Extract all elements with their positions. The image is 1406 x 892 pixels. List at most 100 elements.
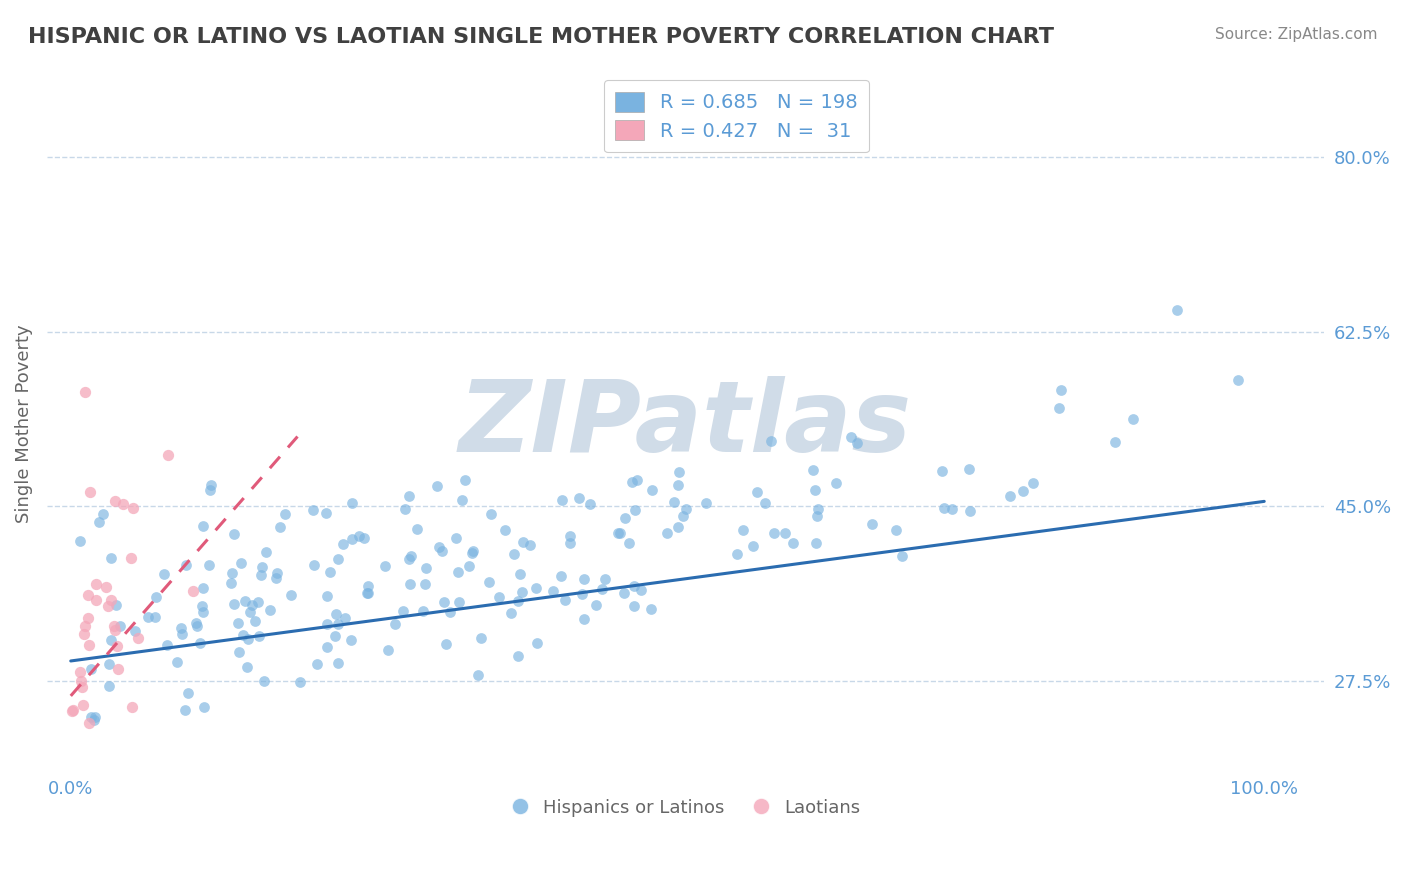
Point <box>931 464 953 478</box>
Point <box>510 585 533 599</box>
Point <box>806 509 828 524</box>
Point <box>890 549 912 564</box>
Point <box>941 501 963 516</box>
Point <box>93 507 115 521</box>
Point <box>103 493 125 508</box>
Point <box>585 598 607 612</box>
Point <box>508 648 530 663</box>
Point <box>572 612 595 626</box>
Point <box>398 489 420 503</box>
Point <box>574 572 596 586</box>
Point <box>668 465 690 479</box>
Point <box>725 547 748 561</box>
Point <box>399 549 422 563</box>
Point <box>451 493 474 508</box>
Point <box>259 602 281 616</box>
Point <box>323 630 346 644</box>
Point <box>304 558 326 573</box>
Point <box>427 540 450 554</box>
Point <box>97 599 120 614</box>
Point <box>640 602 662 616</box>
Point <box>759 434 782 449</box>
Point <box>959 504 981 518</box>
Point <box>240 598 263 612</box>
Point <box>782 536 804 550</box>
Point <box>231 628 253 642</box>
Point <box>413 577 436 591</box>
Point <box>328 552 350 566</box>
Point <box>77 716 100 731</box>
Point <box>250 567 273 582</box>
Point <box>107 663 129 677</box>
Point <box>349 529 371 543</box>
Point <box>356 586 378 600</box>
Point <box>801 463 824 477</box>
Point <box>76 611 98 625</box>
Point <box>80 709 103 723</box>
Point <box>190 599 212 613</box>
Point <box>198 483 221 498</box>
Point <box>200 478 222 492</box>
Point <box>249 629 271 643</box>
Point <box>250 560 273 574</box>
Point <box>120 550 142 565</box>
Point <box>100 551 122 566</box>
Text: Source: ZipAtlas.com: Source: ZipAtlas.com <box>1215 27 1378 42</box>
Point <box>143 610 166 624</box>
Point <box>302 503 325 517</box>
Point <box>307 657 329 672</box>
Point <box>405 522 427 536</box>
Point <box>233 594 256 608</box>
Point <box>508 594 530 608</box>
Point <box>357 585 380 599</box>
Point <box>72 698 94 713</box>
Point <box>69 533 91 548</box>
Point <box>463 544 485 558</box>
Point <box>609 525 631 540</box>
Point <box>762 526 785 541</box>
Point <box>186 616 208 631</box>
Point <box>98 679 121 693</box>
Point <box>754 496 776 510</box>
Point <box>316 616 339 631</box>
Point <box>157 449 180 463</box>
Point <box>666 478 689 492</box>
Point <box>174 558 197 572</box>
Point <box>502 547 524 561</box>
Point <box>190 636 212 650</box>
Point <box>69 665 91 679</box>
Point <box>655 526 678 541</box>
Point <box>112 497 135 511</box>
Point <box>108 619 131 633</box>
Point <box>591 582 613 596</box>
Point <box>541 584 564 599</box>
Point <box>846 436 869 450</box>
Text: HISPANIC OR LATINO VS LAOTIAN SINGLE MOTHER POVERTY CORRELATION CHART: HISPANIC OR LATINO VS LAOTIAN SINGLE MOT… <box>28 27 1054 46</box>
Point <box>578 497 600 511</box>
Point <box>83 713 105 727</box>
Point <box>315 640 337 655</box>
Point <box>325 607 347 622</box>
Point <box>623 599 645 613</box>
Point <box>333 610 356 624</box>
Point <box>804 536 827 550</box>
Point <box>479 507 502 521</box>
Point <box>245 615 267 629</box>
Point <box>222 527 245 541</box>
Point <box>630 583 652 598</box>
Point <box>398 551 420 566</box>
Point <box>219 575 242 590</box>
Point <box>620 475 643 489</box>
Text: ZIPatlas: ZIPatlas <box>458 376 912 473</box>
Point <box>264 571 287 585</box>
Point <box>447 565 470 579</box>
Point <box>152 567 174 582</box>
Point <box>254 545 277 559</box>
Point <box>1050 383 1073 397</box>
Point <box>807 501 830 516</box>
Point <box>672 508 695 523</box>
Point <box>804 483 827 498</box>
Point <box>332 537 354 551</box>
Point <box>73 626 96 640</box>
Point <box>550 568 572 582</box>
